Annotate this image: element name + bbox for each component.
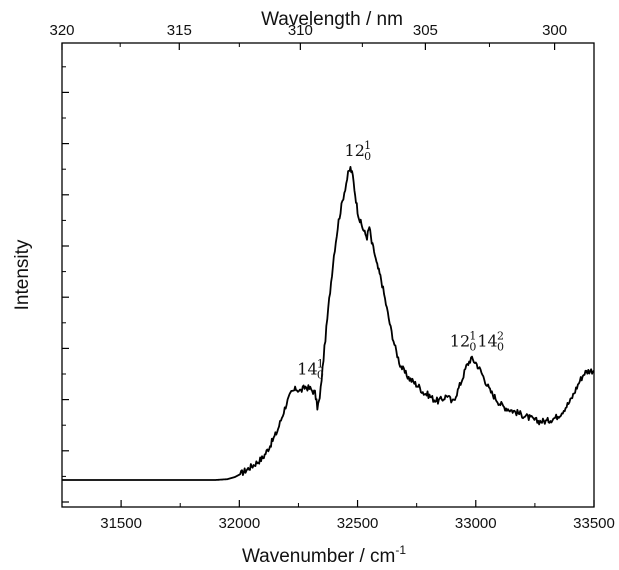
bottom-tick-label: 32000 — [218, 515, 260, 532]
y-axis-ticks — [62, 67, 69, 502]
spectrum-line — [62, 167, 594, 480]
peak-label: 14 10 — [297, 358, 324, 382]
peak-annotations: 14 10 12 10 12 10 14 20 — [297, 139, 504, 382]
top-tick-label: 305 — [413, 22, 438, 39]
bottom-axis-ticks: 31500 32000 32500 33000 33500 — [62, 500, 615, 532]
bottom-tick-label: 33000 — [455, 515, 497, 532]
band-subscript: 0 — [469, 340, 476, 353]
bottom-tick-label: 31500 — [100, 515, 142, 532]
bottom-tick-label: 33500 — [573, 515, 615, 532]
band-base: 12 — [345, 141, 365, 160]
band-base: 12 — [450, 331, 470, 350]
x-axis-title: Wavenumber / cm-1 — [242, 543, 406, 567]
top-tick-label: 300 — [542, 22, 567, 39]
peak-label: 12 10 — [345, 139, 372, 163]
top-tick-label: 315 — [167, 22, 192, 39]
peak-label: 12 10 14 20 — [450, 329, 504, 353]
band-subscript: 0 — [364, 150, 371, 163]
plot-frame — [62, 43, 594, 507]
plot-content — [62, 167, 594, 480]
x-axis-title-main: Wavenumber / cm — [242, 546, 395, 567]
top-tick-label: 320 — [49, 22, 74, 39]
top-axis-title-text: Wavelength / nm — [261, 9, 403, 30]
band-subscript: 0 — [317, 369, 324, 382]
x-axis-title-superscript: -1 — [395, 543, 406, 557]
band-base: 14 — [477, 331, 497, 350]
bottom-tick-label: 32500 — [337, 515, 379, 532]
y-axis-title: Intensity — [12, 239, 33, 310]
band-subscript: 0 — [497, 340, 504, 353]
band-base: 14 — [297, 360, 317, 379]
